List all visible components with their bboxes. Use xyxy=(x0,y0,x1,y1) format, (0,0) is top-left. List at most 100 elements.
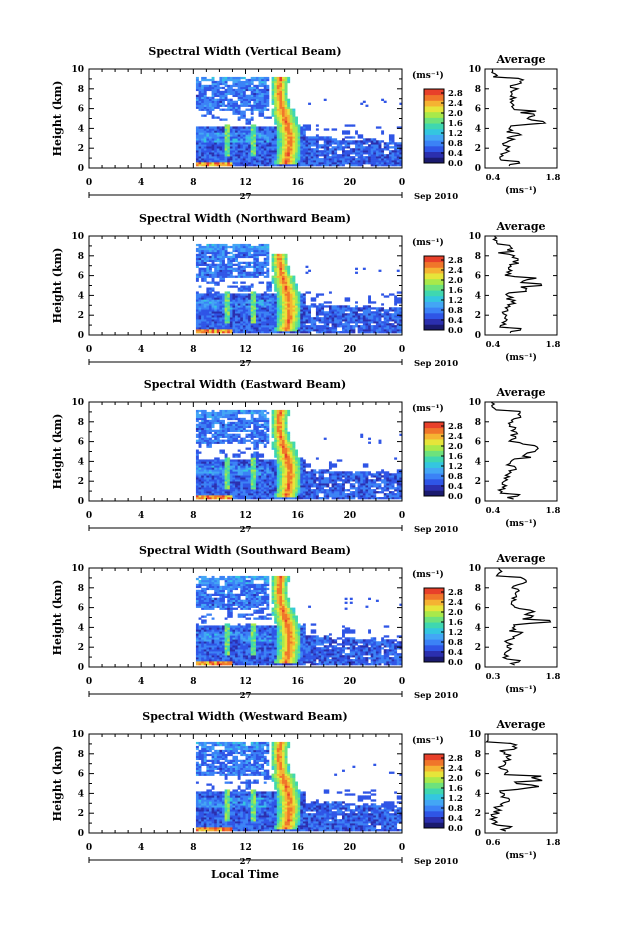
heatmap-cell xyxy=(271,319,275,322)
heatmap-cell xyxy=(279,156,283,159)
heatmap-cell xyxy=(222,98,225,101)
heatmap-cell xyxy=(271,88,275,92)
heatmap-cell xyxy=(250,255,254,259)
heatmap-cell xyxy=(242,82,246,86)
heatmap-cell xyxy=(284,142,288,145)
heatmap-cell xyxy=(216,317,220,320)
heatmap-cell xyxy=(229,88,233,92)
heatmap-cell xyxy=(201,413,205,417)
heatmap-cell xyxy=(266,323,270,326)
heatmap-cell xyxy=(279,279,283,282)
heatmap-cell xyxy=(240,495,244,498)
heatmap-cell xyxy=(295,120,298,123)
heatmap-cell xyxy=(211,493,215,496)
heatmap-cell xyxy=(211,459,215,462)
heatmap-cell xyxy=(237,331,241,334)
heatmap-cell xyxy=(211,329,215,332)
heatmap-cell xyxy=(219,497,223,500)
heatmap-cell xyxy=(386,154,390,157)
colorbar-tick-label: 1.2 xyxy=(448,296,463,306)
heatmap-cell xyxy=(227,154,231,157)
heatmap-cell xyxy=(216,479,220,482)
heatmap-cell xyxy=(232,427,236,431)
heatmap-cell xyxy=(258,100,262,103)
heatmap-cell xyxy=(208,156,212,159)
heatmap-cell xyxy=(279,297,283,300)
heatmap-cell xyxy=(331,160,335,163)
heatmap-cell xyxy=(248,293,252,296)
colorbar-tick-label: 0.4 xyxy=(448,316,463,326)
heatmap-cell xyxy=(245,249,249,253)
heatmap-cell xyxy=(292,128,296,131)
heatmap-cell xyxy=(315,160,319,163)
heatmap-cell xyxy=(336,154,340,157)
heatmap-cell xyxy=(375,321,379,324)
heatmap-cell xyxy=(274,148,278,151)
heatmap-cell xyxy=(248,158,252,161)
heatmap-cell xyxy=(323,313,327,316)
heatmap-cell xyxy=(271,311,275,314)
heatmap-cell xyxy=(323,315,327,318)
heatmap-cell xyxy=(227,321,231,324)
heatmap-cell xyxy=(266,261,270,265)
heatmap-cell xyxy=(229,323,233,326)
heatmap-cell xyxy=(235,473,238,476)
heatmap-cell xyxy=(235,321,238,324)
heatmap-cell xyxy=(211,162,215,165)
heatmap-cell xyxy=(198,299,202,302)
heatmap-cell xyxy=(258,114,262,117)
colorbar-swatch xyxy=(424,295,444,302)
heatmap-cell xyxy=(284,158,288,161)
heatmap-cell xyxy=(258,325,262,328)
heatmap-cell xyxy=(219,130,223,133)
heatmap-cell xyxy=(219,162,223,165)
heatmap-cell xyxy=(331,148,335,151)
heatmap-cell xyxy=(248,475,252,478)
heatmap-cell xyxy=(242,315,246,318)
heatmap-cell xyxy=(201,315,205,318)
heatmap-cell xyxy=(321,150,325,153)
heatmap-cell xyxy=(295,146,298,149)
heatmap-cell xyxy=(208,108,212,111)
heatmap-cell xyxy=(305,152,309,155)
heatmap-cell xyxy=(240,94,244,98)
heatmap-cell xyxy=(224,311,228,314)
heatmap-cell xyxy=(242,96,246,99)
heatmap-cell xyxy=(396,162,400,165)
heatmap-cell xyxy=(399,102,403,105)
heatmap-cell xyxy=(328,152,332,155)
heatmap-cell xyxy=(349,152,353,155)
heatmap-cell xyxy=(242,245,246,249)
heatmap-cell xyxy=(274,267,278,270)
heatmap-cell xyxy=(300,160,304,163)
heatmap-cell xyxy=(308,150,312,153)
heatmap-cell xyxy=(227,134,231,137)
heatmap-cell xyxy=(321,144,325,147)
heatmap-cell xyxy=(208,297,212,300)
heatmap-cell xyxy=(258,281,262,284)
heatmap-cell xyxy=(245,481,249,484)
heatmap-cell xyxy=(282,142,285,145)
heatmap-cell xyxy=(300,164,304,167)
heatmap-cell xyxy=(219,409,223,413)
heatmap-cell xyxy=(255,311,259,314)
heatmap-cell xyxy=(349,156,353,159)
heatmap-cell xyxy=(237,152,241,155)
heatmap-cell xyxy=(352,158,356,161)
heatmap-cell xyxy=(219,461,223,464)
heatmap-cell xyxy=(206,164,210,167)
heatmap-cell xyxy=(222,431,225,434)
heatmap-cell xyxy=(292,311,296,314)
heatmap-cell xyxy=(323,305,327,308)
heatmap-cell xyxy=(274,299,278,302)
heatmap-cell xyxy=(282,253,285,257)
heatmap-cell xyxy=(342,327,345,330)
colorbar-tick-label: 2.8 xyxy=(448,89,463,99)
heatmap-cell xyxy=(206,267,210,270)
heatmap-cell xyxy=(263,140,267,143)
heatmap-cell xyxy=(271,160,275,163)
heatmap-cell xyxy=(208,459,212,462)
heatmap-cell xyxy=(198,439,202,442)
heatmap-cell xyxy=(245,327,249,330)
heatmap-cell xyxy=(237,134,241,137)
